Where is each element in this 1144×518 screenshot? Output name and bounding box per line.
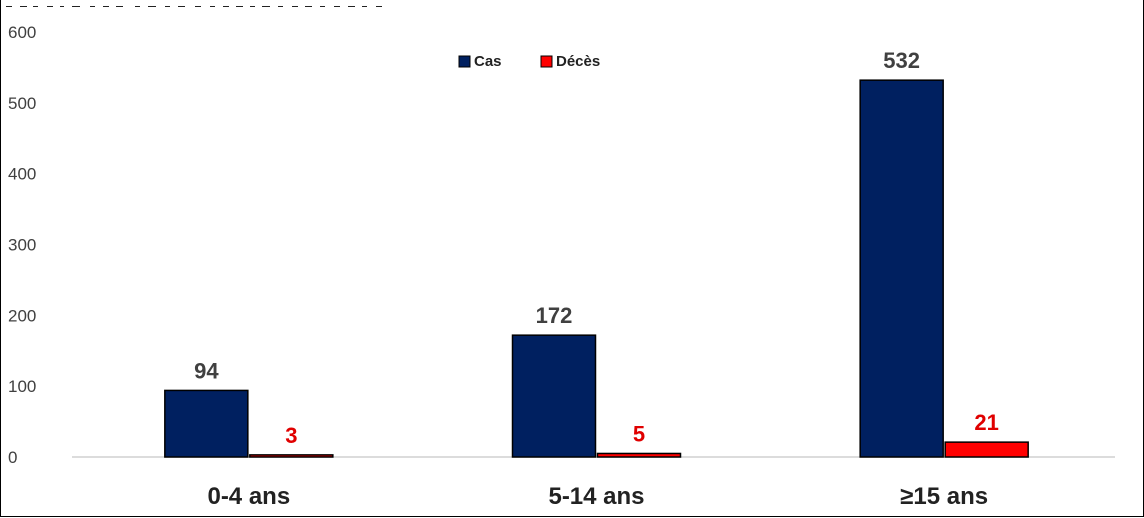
category-label: ≥15 ans xyxy=(900,483,988,510)
bar-deces xyxy=(596,452,682,458)
bar-cas xyxy=(859,79,944,458)
legend-swatch-cas xyxy=(458,55,471,68)
data-label-deces: 3 xyxy=(285,423,297,448)
bar-cas xyxy=(511,334,597,458)
x-axis-category-labels: 0-4 ans 5-14 ans ≥15 ans xyxy=(207,483,988,510)
cropped-title-remnant xyxy=(0,0,420,7)
cropped-title-glyphs xyxy=(6,6,382,7)
legend: Cas Décès xyxy=(458,53,600,70)
y-tick-label: 500 xyxy=(8,94,36,113)
y-tick-label: 300 xyxy=(8,236,36,255)
cropped-title-marks xyxy=(6,6,382,7)
category-label: 5-14 ans xyxy=(548,483,644,510)
data-label-cas: 532 xyxy=(883,48,920,73)
data-label-deces: 21 xyxy=(974,410,998,435)
data-label-deces: 5 xyxy=(633,421,645,446)
category-label: 0-4 ans xyxy=(207,483,290,510)
legend-label-cas: Cas xyxy=(474,53,502,70)
data-label-cas: 94 xyxy=(194,358,219,383)
y-tick-label: 400 xyxy=(8,165,36,184)
legend-swatch-deces xyxy=(540,55,553,68)
y-tick-label: 600 xyxy=(8,23,36,42)
bar-deces xyxy=(249,454,334,458)
y-tick-label: 0 xyxy=(8,448,17,467)
y-axis-tick-labels: 0 100 200 300 400 500 600 xyxy=(8,23,36,467)
bar-cas xyxy=(164,389,249,458)
y-tick-label: 100 xyxy=(8,377,36,396)
data-labels-group: 94 3 172 5 532 21 xyxy=(194,48,999,448)
y-tick-label: 200 xyxy=(8,306,36,325)
bars-group xyxy=(164,79,1029,458)
legend-label-deces: Décès xyxy=(556,53,600,70)
data-label-cas: 172 xyxy=(536,303,573,328)
bar-deces xyxy=(944,441,1029,458)
